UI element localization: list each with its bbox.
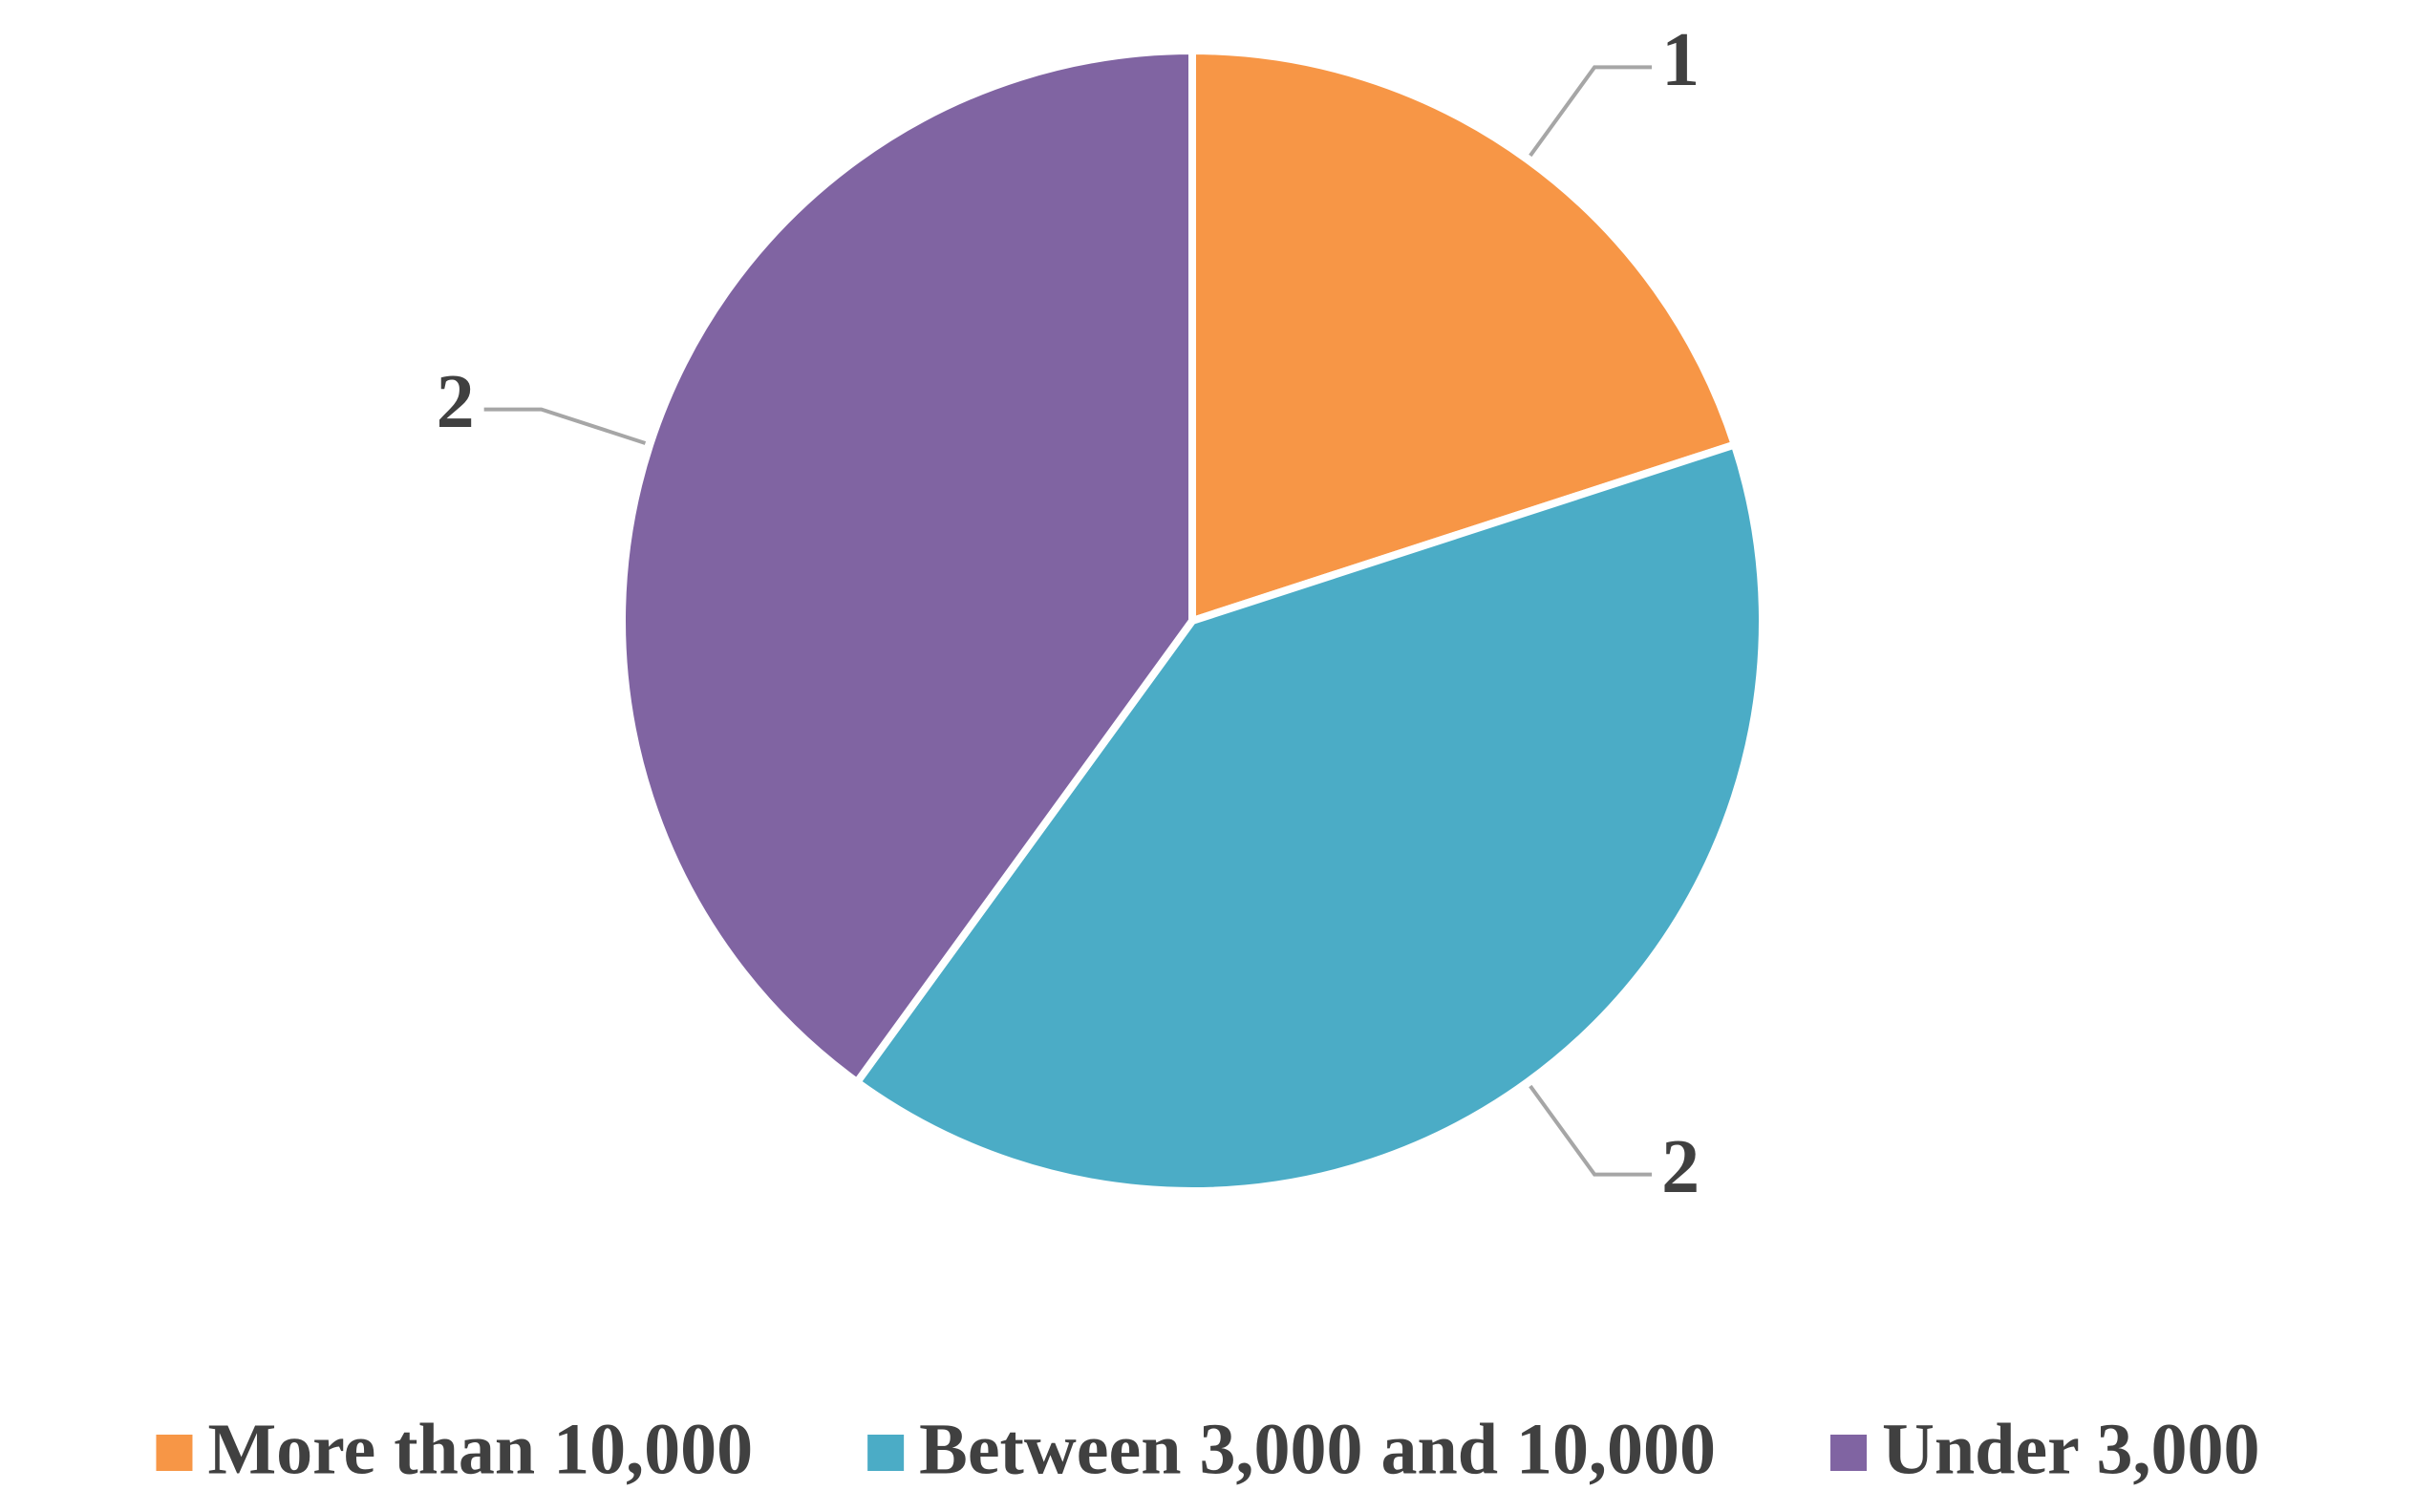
legend-swatch <box>867 1435 905 1471</box>
leader-line <box>483 407 647 445</box>
pie-slice <box>618 47 1196 1086</box>
leader-line <box>1529 1084 1653 1177</box>
legend-label: Under 3,000 <box>1882 1409 2260 1489</box>
legend-label: Between 3,000 and 10,000 <box>919 1409 1716 1489</box>
leader-line <box>1529 65 1653 158</box>
legend-swatch <box>1830 1435 1868 1471</box>
data-label: 2 <box>437 360 475 444</box>
legend: More than 10,000 Between 3,000 and 10,000… <box>156 1409 2260 1489</box>
pie-slice <box>853 440 1766 1195</box>
pie-slice <box>1188 47 1739 625</box>
legend-label: More than 10,000 <box>207 1409 753 1489</box>
legend-swatch <box>156 1435 193 1471</box>
data-label: 2 <box>1661 1125 1700 1209</box>
data-label: 1 <box>1661 18 1700 102</box>
